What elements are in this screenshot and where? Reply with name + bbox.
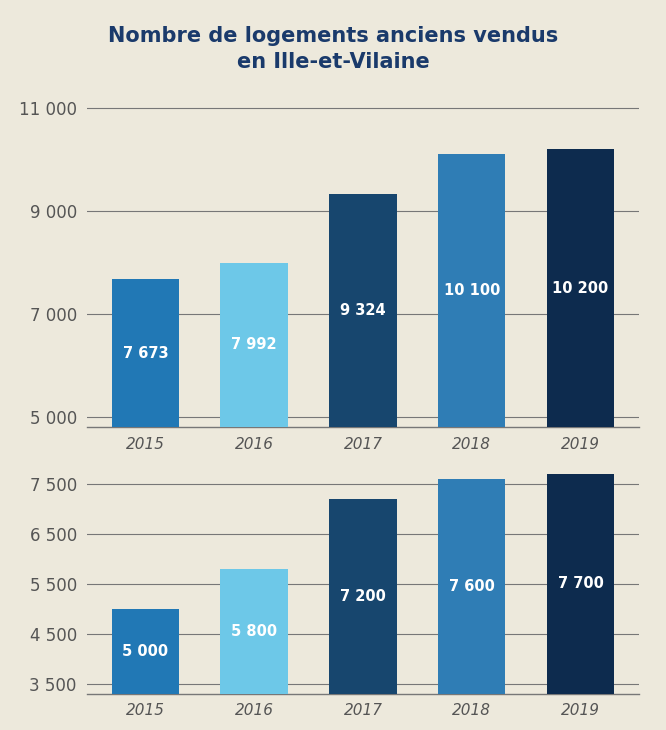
Bar	[112, 609, 179, 693]
Text: 7 600: 7 600	[449, 578, 495, 593]
Bar	[547, 150, 614, 427]
Bar	[438, 155, 505, 427]
Text: 7 992: 7 992	[231, 337, 277, 353]
Text: 7 700: 7 700	[557, 576, 603, 591]
Bar	[112, 280, 179, 427]
Text: 5 000: 5 000	[123, 644, 168, 658]
Bar	[329, 194, 397, 427]
Bar	[329, 499, 397, 694]
Text: 7 200: 7 200	[340, 588, 386, 604]
Text: 9 324: 9 324	[340, 303, 386, 318]
Text: 5 800: 5 800	[231, 623, 277, 639]
X-axis label: Maisons: Maisons	[318, 466, 408, 485]
Bar	[220, 263, 288, 427]
Text: 10 200: 10 200	[552, 280, 609, 296]
Text: 7 673: 7 673	[123, 346, 168, 361]
Text: Nombre de logements anciens vendus
en Ille-et-Vilaine: Nombre de logements anciens vendus en Il…	[108, 26, 558, 72]
Bar	[547, 474, 614, 694]
Bar	[220, 569, 288, 694]
Bar	[438, 479, 505, 694]
Text: 10 100: 10 100	[444, 283, 500, 299]
